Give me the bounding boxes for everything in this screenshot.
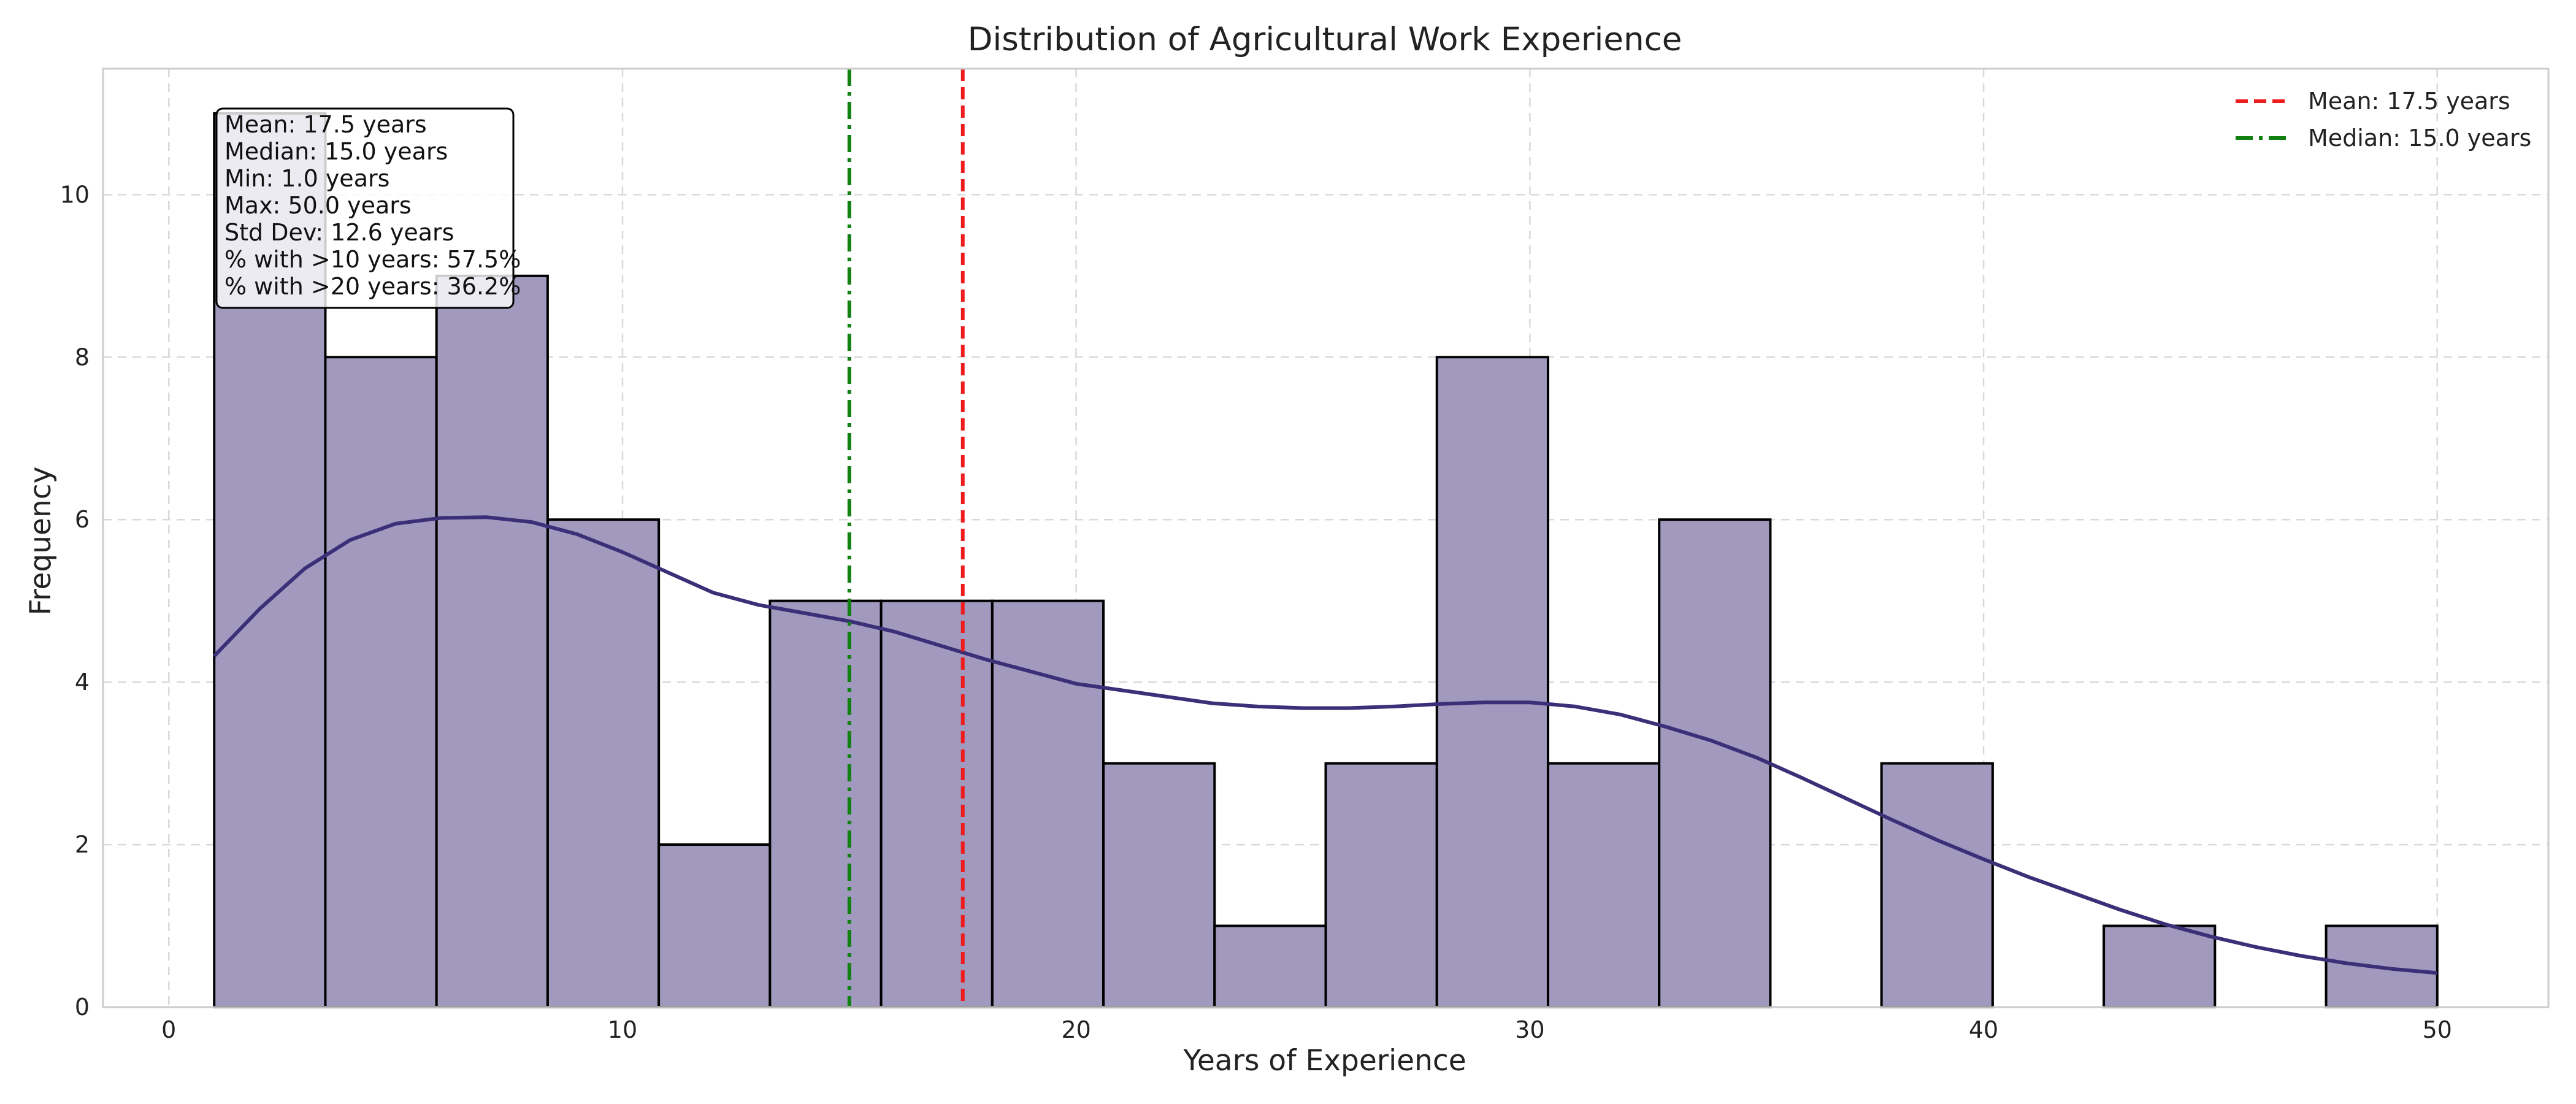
stats-box-frame [215,107,515,309]
y-axis-ticks: 0 2 4 6 8 10 [60,181,90,1021]
plot-frame [102,67,2550,1008]
x-tick-label: 20 [1061,1016,1091,1043]
histogram-bar [1213,924,1327,1008]
kde-curve [213,515,2438,975]
y-axis-label: Frequency [24,467,58,616]
histogram-bar [1102,762,1216,1008]
histogram-bar [769,599,883,1008]
stats-line: Mean: 17.5 years [224,111,427,138]
legend-entry: Mean: 17.5 years [2308,88,2510,115]
histogram-bar [2103,924,2217,1008]
y-tick-label: 6 [75,506,90,533]
histogram-bar [1546,762,1661,1008]
y-tick-label: 4 [75,669,90,696]
histogram-bar [1324,762,1438,1008]
stats-line: Median: 15.0 years [224,138,448,165]
stats-line: Max: 50.0 years [224,192,412,219]
stats-line: Min: 1.0 years [224,165,389,192]
histogram-bar [657,843,772,1008]
stats-line: % with >20 years: 36.2% [224,273,521,300]
legend-entry: Median: 15.0 years [2308,125,2531,151]
stats-line: Std Dev: 12.6 years [224,219,454,246]
histogram-bar [991,599,1105,1008]
histogram-bar [435,274,549,1008]
x-tick-label: 0 [161,1016,176,1043]
x-tick-label: 10 [608,1016,637,1043]
histogram-bar [1880,762,1994,1008]
x-axis-ticks: 0 10 20 30 40 50 [161,1016,2452,1043]
y-tick-label: 2 [75,831,90,858]
stats-line: % with >10 years: 57.5% [224,246,521,273]
y-tick-label: 10 [60,181,90,208]
kde-layer [213,515,2438,975]
x-tick-label: 50 [2423,1016,2452,1043]
legend: Mean: 17.5 years Median: 15.0 years [2236,88,2531,151]
histogram-bar [880,599,994,1008]
histogram-bar [1658,518,1772,1008]
x-tick-label: 30 [1515,1016,1544,1043]
reference-lines [847,69,965,1007]
histogram-bar [324,356,438,1008]
histogram-bar [1435,356,1549,1008]
histogram-bar [546,518,661,1008]
chart-title: Distribution of Agricultural Work Experi… [968,21,1682,58]
y-tick-label: 8 [75,343,90,370]
y-tick-label: 0 [75,994,90,1021]
x-axis-label: Years of Experience [1183,1044,1466,1078]
x-tick-label: 40 [1969,1016,1998,1043]
